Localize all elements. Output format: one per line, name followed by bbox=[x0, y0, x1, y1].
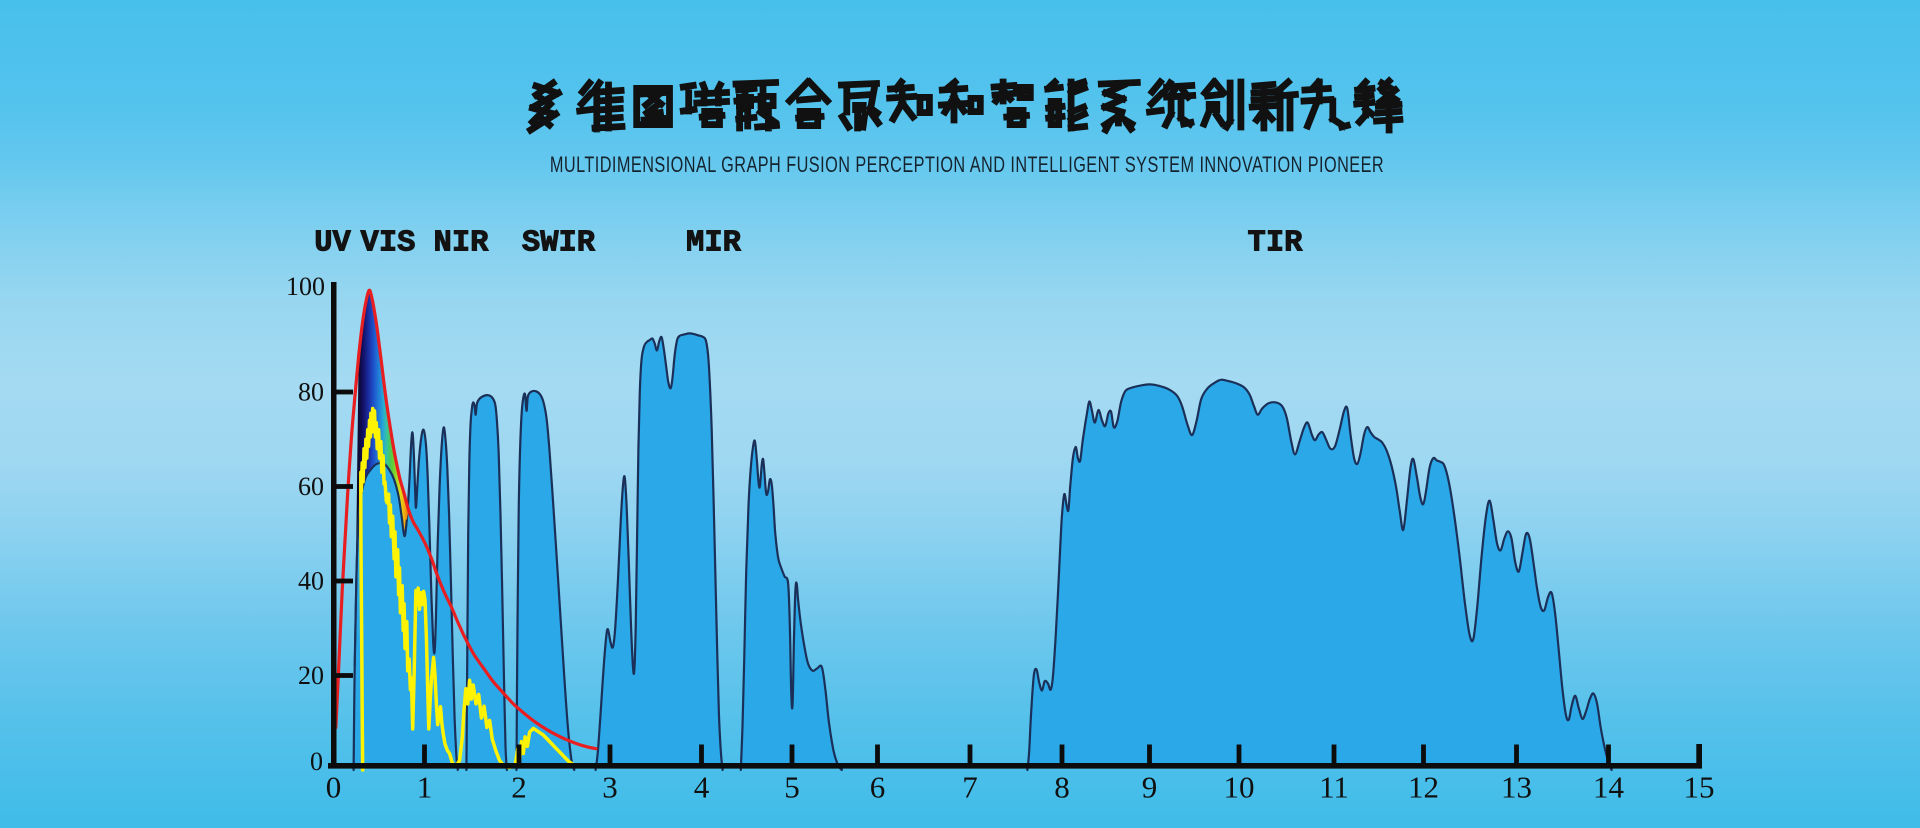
svg-text:14: 14 bbox=[1593, 770, 1625, 805]
svg-text:NIR: NIR bbox=[434, 227, 490, 261]
svg-text:10: 10 bbox=[1224, 770, 1255, 805]
svg-text:7: 7 bbox=[962, 770, 978, 805]
svg-text:6: 6 bbox=[870, 770, 886, 805]
svg-text:0: 0 bbox=[326, 770, 342, 805]
svg-text:5: 5 bbox=[784, 770, 800, 805]
svg-text:UV: UV bbox=[314, 227, 351, 261]
svg-text:12: 12 bbox=[1408, 770, 1439, 805]
svg-text:11: 11 bbox=[1319, 770, 1349, 805]
svg-text:2: 2 bbox=[511, 770, 527, 805]
svg-text:60: 60 bbox=[298, 472, 324, 501]
svg-text:8: 8 bbox=[1054, 770, 1070, 805]
svg-text:3: 3 bbox=[602, 770, 618, 805]
svg-text:MIR: MIR bbox=[686, 227, 742, 261]
svg-text:80: 80 bbox=[298, 378, 324, 407]
svg-text:1: 1 bbox=[417, 770, 433, 805]
svg-text:SWIR: SWIR bbox=[522, 227, 596, 261]
svg-text:VIS: VIS bbox=[361, 227, 416, 261]
svg-text:40: 40 bbox=[298, 567, 324, 596]
svg-text:4: 4 bbox=[694, 770, 710, 805]
svg-text:9: 9 bbox=[1142, 770, 1158, 805]
svg-text:0: 0 bbox=[310, 747, 323, 776]
svg-text:100: 100 bbox=[286, 272, 325, 301]
svg-text:TIR: TIR bbox=[1248, 227, 1304, 261]
svg-text:13: 13 bbox=[1501, 770, 1532, 805]
svg-text:20: 20 bbox=[298, 661, 324, 690]
svg-text:15: 15 bbox=[1684, 770, 1715, 805]
